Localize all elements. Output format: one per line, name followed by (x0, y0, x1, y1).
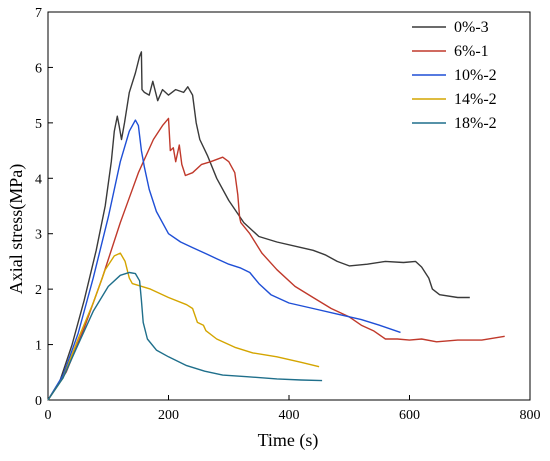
x-tick-label: 200 (158, 408, 179, 423)
legend-label: 18%-2 (454, 115, 497, 132)
y-axis: 0 1 2 3 4 5 6 7 (35, 6, 53, 409)
legend: 0%-3 6%-1 10%-2 14%-2 18%-2 (412, 19, 497, 132)
series-line-4 (47, 252, 320, 401)
x-axis: 0 200 400 600 800 (45, 395, 541, 423)
x-axis-title: Time (s) (258, 430, 319, 451)
x-tick-label: 600 (399, 408, 420, 423)
y-tick-label: 6 (35, 61, 42, 76)
y-tick-label: 5 (35, 117, 42, 132)
y-axis-title: Axial stress(MPa) (6, 164, 27, 294)
x-tick-label: 0 (45, 408, 52, 423)
legend-label: 14%-2 (454, 91, 497, 108)
y-tick-label: 1 (35, 339, 42, 354)
series-lines (47, 51, 505, 401)
y-tick-label: 0 (35, 394, 42, 409)
legend-label: 6%-1 (454, 43, 489, 60)
y-tick-label: 3 (35, 228, 42, 243)
y-tick-label: 4 (35, 172, 42, 187)
y-tick-label: 7 (35, 6, 42, 21)
legend-label: 10%-2 (454, 67, 497, 84)
legend-label: 0%-3 (454, 19, 489, 36)
series-line-5 (47, 271, 323, 401)
series-line-2 (47, 117, 505, 401)
x-tick-label: 400 (279, 408, 300, 423)
x-tick-label: 800 (520, 408, 541, 423)
series-line-3 (47, 119, 401, 401)
y-tick-label: 2 (35, 283, 42, 298)
series-line-1 (47, 51, 470, 401)
